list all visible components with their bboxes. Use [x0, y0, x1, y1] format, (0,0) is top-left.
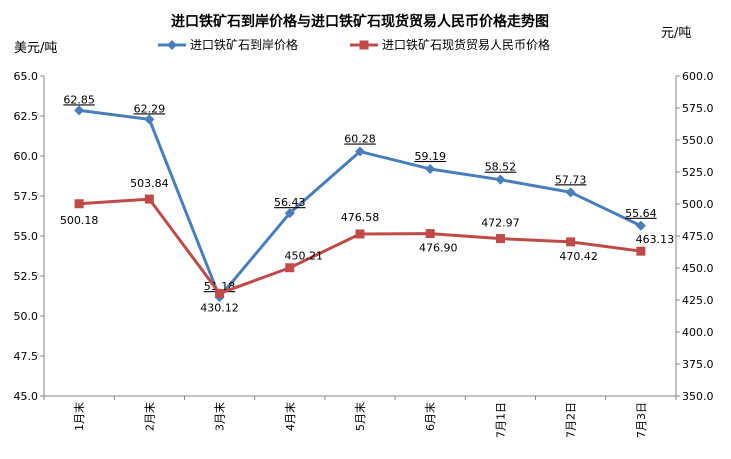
- axes: 45.0 47.5 50.0 52.5 55.0 57.5 60.0 62.5 65.0 350.…: [14, 70, 714, 438]
- series-2-data-label: 470.42: [559, 250, 598, 263]
- y-left-tick-label: 47.5: [14, 350, 39, 363]
- series-1-point: [144, 114, 155, 125]
- series-2-point: [425, 229, 435, 239]
- y-left-tick-label: 62.5: [14, 110, 39, 123]
- series-1-data-label: 62.85: [63, 93, 95, 106]
- series-2-point: [355, 229, 365, 239]
- x-tick-label: 2月末: [142, 402, 156, 431]
- x-tick-label: 7月3日: [635, 402, 648, 438]
- y-left-tick-label: 50.0: [14, 310, 39, 323]
- y-left-tick-label: 52.5: [14, 270, 39, 283]
- series-2-point: [495, 234, 505, 244]
- series-1-point: [74, 105, 85, 116]
- series-2-point: [636, 246, 646, 256]
- legend: 进口铁矿石到岸价格 进口铁矿石现货贸易人民币价格: [158, 37, 550, 52]
- y-left-tick-label: 55.0: [14, 230, 39, 243]
- y-left-unit: 美元/吨: [14, 41, 57, 56]
- x-tick-label: 3月末: [213, 402, 227, 431]
- x-tick-label: 6月末: [423, 402, 437, 431]
- y-right-tick-label: 375.0: [682, 358, 714, 371]
- y-right-tick-label: 425.0: [682, 294, 714, 307]
- series-2-point: [566, 237, 576, 247]
- series-1-data-label: 57.73: [555, 173, 587, 186]
- series-2-point: [74, 199, 84, 209]
- x-tick-label: 4月末: [283, 402, 297, 431]
- y-right-tick-label: 450.0: [682, 262, 714, 275]
- y-left-tick-label: 60.0: [14, 150, 39, 163]
- series-2-data-label: 472.97: [481, 217, 520, 230]
- legend-label-1: 进口铁矿石到岸价格: [190, 37, 298, 52]
- y-left-tick-label: 65.0: [14, 70, 39, 83]
- series-2-point: [285, 263, 295, 273]
- legend-marker-1: [167, 40, 177, 50]
- y-right-tick-label: 500.0: [682, 198, 714, 211]
- plot-area: 62.8562.2951.1856.4360.2859.1958.5257.73…: [60, 93, 674, 314]
- x-tick-label: 1月末: [72, 402, 86, 431]
- x-tick-label: 5月末: [353, 402, 367, 431]
- chart-title: 进口铁矿石到岸价格与进口铁矿石现货贸易人民币价格走势图: [171, 13, 549, 30]
- y-right-tick-label: 475.0: [682, 230, 714, 243]
- series-1-point: [355, 146, 365, 157]
- y-right-tick-label: 600.0: [682, 70, 714, 83]
- series-1-data-label: 58.52: [485, 161, 517, 174]
- series-1-point: [565, 187, 576, 198]
- series-1-data-label: 56.43: [274, 196, 306, 209]
- series-1-data-label: 55.64: [625, 207, 657, 220]
- series-1-point: [635, 220, 646, 231]
- series-2-point: [144, 194, 154, 204]
- series-1-point: [495, 174, 506, 185]
- series-2-data-label: 463.13: [636, 233, 675, 246]
- y-right-tick-label: 525.0: [682, 166, 714, 179]
- series-2-data-label: 450.21: [285, 250, 324, 263]
- y-right-tick-label: 350.0: [682, 390, 714, 403]
- series-2-data-label: 476.58: [341, 211, 380, 224]
- series-1-data-label: 59.19: [414, 150, 446, 163]
- series-2-data-label: 430.12: [200, 301, 239, 314]
- series-2-point: [215, 288, 225, 298]
- y-right-tick-label: 400.0: [682, 326, 714, 339]
- series-2-data-label: 503.84: [130, 177, 169, 190]
- y-right-tick-label: 550.0: [682, 134, 714, 147]
- y-right-unit: 元/吨: [661, 26, 691, 41]
- series-2-data-label: 500.18: [60, 214, 99, 227]
- series-1-point: [425, 163, 436, 174]
- legend-marker-2: [359, 40, 369, 50]
- legend-label-2: 进口铁矿石现货贸易人民币价格: [382, 37, 550, 52]
- series-2-data-label: 476.90: [419, 242, 458, 255]
- x-tick-label: 7月1日: [494, 402, 507, 438]
- y-left-tick-label: 45.0: [14, 390, 39, 403]
- series-1-point: [284, 208, 295, 219]
- series-1-data-label: 62.29: [134, 102, 166, 115]
- y-right-tick-label: 575.0: [682, 102, 714, 115]
- x-tick-label: 7月2日: [565, 402, 578, 438]
- y-left-tick-label: 57.5: [14, 190, 39, 203]
- series-1-data-label: 60.28: [344, 133, 376, 146]
